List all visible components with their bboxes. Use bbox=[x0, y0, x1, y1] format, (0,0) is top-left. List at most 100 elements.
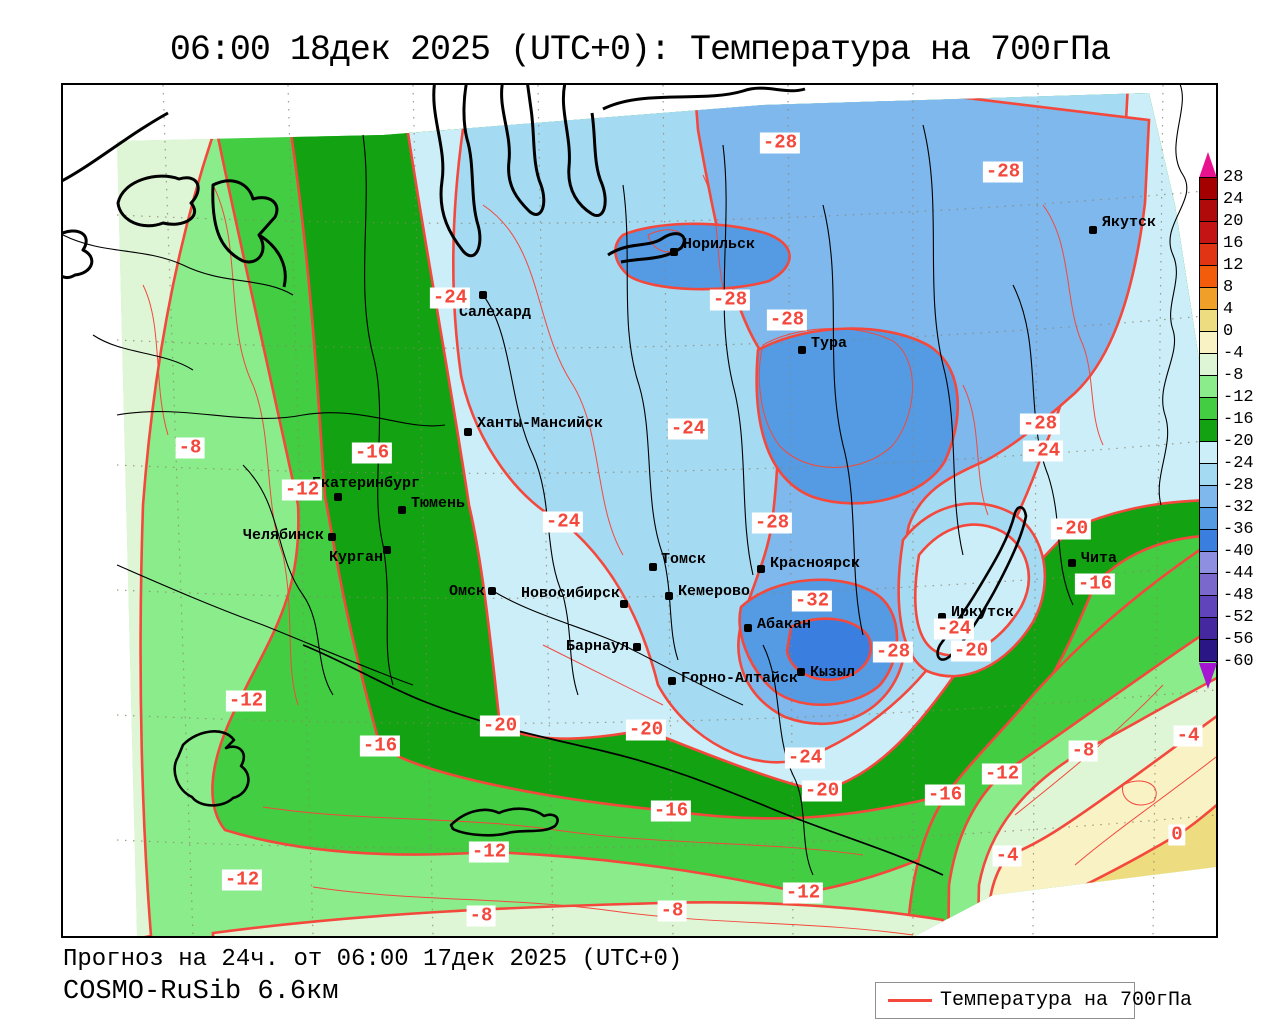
contour-label: -8 bbox=[466, 905, 496, 927]
city-dot bbox=[633, 643, 641, 651]
colorbar-tick: 8 bbox=[1223, 278, 1234, 297]
city-dot bbox=[744, 624, 752, 632]
contour-label: -16 bbox=[359, 735, 401, 757]
city-label: Омск bbox=[448, 583, 485, 600]
contour-label: -16 bbox=[924, 784, 966, 806]
colorbar-cell bbox=[1199, 485, 1218, 508]
lake-southwest bbox=[173, 730, 250, 807]
city-dot bbox=[668, 677, 676, 685]
city-dot bbox=[797, 668, 805, 676]
colorbar-cell bbox=[1199, 595, 1218, 618]
footer-model-line: COSMO-RuSib 6.6км bbox=[63, 977, 339, 1007]
city-label: Абакан bbox=[757, 616, 812, 633]
contour-label: -20 bbox=[801, 780, 843, 802]
contour-label: -20 bbox=[479, 715, 521, 737]
contour-label: -28 bbox=[751, 512, 793, 534]
contour-label: -16 bbox=[351, 442, 393, 464]
colorbar-cell bbox=[1199, 397, 1218, 420]
colorbar-tick: -8 bbox=[1223, 366, 1244, 385]
colorbar-tick: -48 bbox=[1223, 586, 1254, 605]
city-label: Кызыл bbox=[810, 664, 856, 681]
city-label: Красноярск bbox=[770, 555, 861, 572]
contour-label: -20 bbox=[625, 719, 667, 741]
city-dot bbox=[398, 506, 406, 514]
country-border bbox=[302, 644, 944, 876]
lake-zaysan bbox=[449, 807, 559, 837]
colorbar-cell bbox=[1199, 463, 1218, 486]
legend-label: Температура на 700гПа bbox=[940, 989, 1193, 1012]
footer-forecast-line: Прогноз на 24ч. от 06:00 17дек 2025 (UTC… bbox=[63, 946, 683, 973]
contour-label: -28 bbox=[1019, 413, 1061, 435]
city-dot bbox=[798, 346, 806, 354]
contour-label: -24 bbox=[667, 418, 709, 440]
colorbar-cell bbox=[1199, 551, 1218, 574]
colorbar-over-arrow-icon bbox=[1199, 152, 1217, 178]
colorbar-under-arrow-icon bbox=[1199, 663, 1217, 689]
contour-label: -24 bbox=[542, 511, 584, 533]
colorbar-tick: -60 bbox=[1223, 652, 1254, 671]
colorbar-cell bbox=[1199, 309, 1218, 332]
colorbar-cell bbox=[1199, 331, 1218, 354]
contour-label: -12 bbox=[281, 479, 323, 501]
colorbar-tick: -32 bbox=[1223, 498, 1254, 517]
contour-label: -4 bbox=[992, 845, 1022, 867]
colorbar-tick: 16 bbox=[1223, 234, 1244, 253]
colorbar-cell bbox=[1199, 529, 1218, 552]
colorbar-cell bbox=[1199, 419, 1218, 442]
contour-label: -8 bbox=[657, 900, 687, 922]
city-dot bbox=[938, 613, 946, 621]
contour-label: -8 bbox=[175, 437, 205, 459]
colorbar-cell bbox=[1199, 507, 1218, 530]
city-label: Тюмень bbox=[411, 495, 466, 512]
city-dot bbox=[1089, 226, 1097, 234]
colorbar bbox=[1199, 152, 1218, 689]
colorbar-tick: -36 bbox=[1223, 520, 1254, 539]
contour-label: 0 bbox=[1168, 824, 1186, 846]
colorbar-tick: 12 bbox=[1223, 256, 1244, 275]
contour-label: -24 bbox=[784, 747, 826, 769]
city-label: Норильск bbox=[683, 236, 756, 253]
city-dot bbox=[334, 493, 342, 501]
city-label: Горно-Алтайск bbox=[681, 670, 799, 687]
city-label: Томск bbox=[661, 551, 707, 568]
city-label: Новосибирск bbox=[520, 585, 620, 602]
colorbar-tick: 24 bbox=[1223, 190, 1244, 209]
contour-label: -28 bbox=[766, 309, 808, 331]
colorbar-cell bbox=[1199, 243, 1218, 266]
coastline-scandinavia bbox=[63, 111, 287, 288]
contour-label: -28 bbox=[709, 289, 751, 311]
city-dot bbox=[328, 533, 336, 541]
graticule-grid bbox=[116, 85, 1216, 936]
colorbar-tick: -40 bbox=[1223, 542, 1254, 561]
contour-label: -12 bbox=[468, 841, 510, 863]
colorbar-tick: -12 bbox=[1223, 388, 1254, 407]
city-label: Чита bbox=[1081, 550, 1118, 567]
contour-label: -24 bbox=[933, 618, 975, 640]
city-dot bbox=[757, 565, 765, 573]
colorbar-tick: -20 bbox=[1223, 432, 1254, 451]
contour-label: -32 bbox=[791, 590, 833, 612]
city-dot bbox=[488, 587, 496, 595]
city-dot bbox=[383, 546, 391, 554]
colorbar-cell bbox=[1199, 265, 1218, 288]
contour-label: -16 bbox=[1074, 573, 1116, 595]
lake-baikal bbox=[936, 506, 1028, 661]
city-label: Тура bbox=[811, 335, 848, 352]
colorbar-cell bbox=[1199, 617, 1218, 640]
colorbar-cell bbox=[1199, 199, 1218, 222]
colorbar-cell bbox=[1199, 441, 1218, 464]
colorbar-tick: 0 bbox=[1223, 322, 1234, 341]
colorbar-cell bbox=[1199, 573, 1218, 596]
legend-box: Температура на 700гПа bbox=[875, 982, 1192, 1019]
colorbar-tick: -44 bbox=[1223, 564, 1254, 583]
contour-label: -24 bbox=[1022, 440, 1064, 462]
contour-label: -12 bbox=[225, 690, 267, 712]
page-title: 06:00 18дек 2025 (UTC+0): Температура на… bbox=[169, 30, 1111, 70]
city-label: Салехард bbox=[459, 304, 532, 321]
contour-label: -12 bbox=[782, 882, 824, 904]
city-dot bbox=[479, 291, 487, 299]
city-label: Ханты-Мансийск bbox=[477, 415, 604, 432]
colorbar-cells bbox=[1199, 177, 1218, 662]
contour-label: -12 bbox=[221, 869, 263, 891]
admin-boundaries bbox=[63, 85, 1188, 876]
